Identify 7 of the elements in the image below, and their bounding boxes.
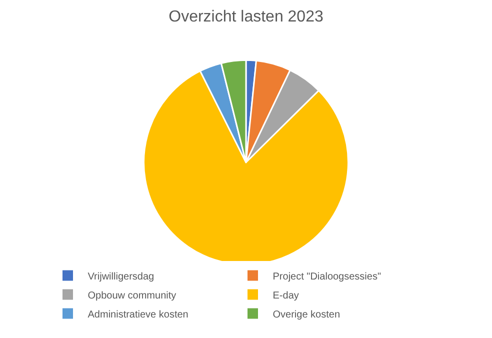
- legend-label: Administratieve kosten: [88, 309, 188, 320]
- chart-title: Overzicht lasten 2023: [168, 8, 324, 26]
- legend-label: Vrijwilligersdag: [88, 271, 154, 282]
- legend-label: Overige kosten: [272, 309, 340, 320]
- legend-label: E-day: [272, 290, 299, 302]
- legend-label: Opbouw community: [88, 290, 176, 302]
- legend-label: Project "Dialoogsessies": [272, 271, 382, 282]
